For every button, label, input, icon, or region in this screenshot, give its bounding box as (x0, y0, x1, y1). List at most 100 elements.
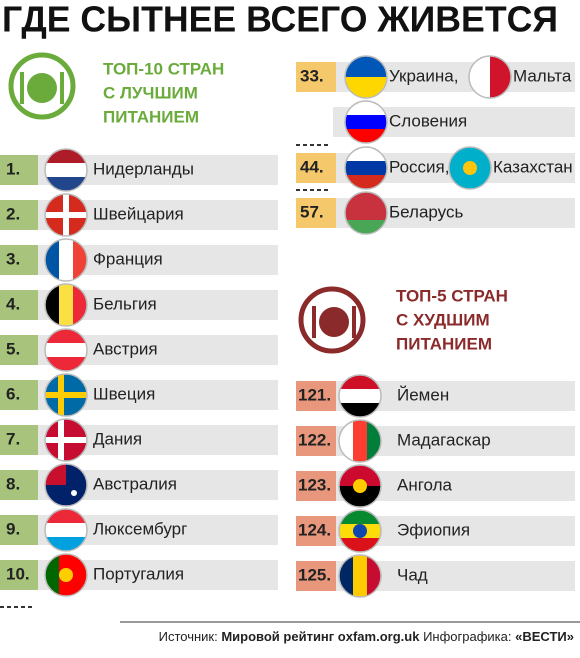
stripe (345, 56, 387, 78)
country: Люксембург (93, 519, 187, 538)
rank-box (296, 561, 336, 591)
flag-ring (44, 148, 88, 192)
stripe (345, 101, 387, 116)
flag (345, 56, 387, 98)
flag-ring (338, 509, 382, 553)
country: Австралия (93, 474, 177, 493)
country: Швейцария (93, 204, 184, 223)
source: Мировой рейтинг oxfam.org.uk (221, 629, 420, 644)
flag-ring (338, 554, 382, 598)
flag (449, 147, 491, 189)
worst-icon (298, 286, 366, 354)
stripe (45, 329, 87, 344)
cross (58, 374, 64, 416)
country: Чад (397, 565, 428, 584)
stripe (345, 147, 387, 162)
stripe (345, 161, 387, 176)
rank: 8. (6, 474, 20, 493)
country: Португалия (93, 564, 184, 583)
flag-ring (344, 191, 388, 235)
rank: 7. (6, 429, 20, 448)
stripe (469, 56, 491, 98)
heading-line: ПИТАНИЕМ (103, 107, 199, 126)
flag-ring (44, 418, 88, 462)
stripe (345, 206, 387, 221)
country: Нидерланды (93, 159, 194, 178)
stripe (353, 555, 368, 597)
country: Мадагаскар (397, 430, 491, 449)
heading-line: С ЛУЧШИМ (103, 83, 198, 102)
rank-box (0, 245, 38, 275)
rank: 33. (300, 66, 324, 85)
source-label: Источник: (159, 629, 218, 644)
flag-ring (44, 238, 88, 282)
rank: 4. (6, 294, 20, 313)
rank-box (296, 471, 336, 501)
flag-ring (468, 55, 512, 99)
heading-line: С ХУДШИМ (396, 310, 490, 329)
best-icon (8, 52, 76, 120)
rank-box (0, 560, 38, 590)
rank-box (296, 62, 336, 92)
rank-box (0, 425, 38, 455)
country: Австрия (93, 339, 158, 358)
rank-box (0, 200, 38, 230)
rank-box (296, 516, 336, 546)
emblem (353, 479, 367, 493)
rank-box (296, 153, 336, 183)
rank-box (296, 381, 336, 411)
stripe (339, 465, 381, 487)
rank-box (0, 155, 38, 185)
title: ГДЕ СЫТНЕЕ ВСЕГО ЖИВЕТСЯ (2, 0, 558, 40)
rank-box (296, 198, 336, 228)
flag-ring (344, 146, 388, 190)
country: Беларусь (389, 202, 463, 221)
flag-ring (44, 283, 88, 327)
flag-ring (338, 464, 382, 508)
flag-ring (344, 100, 388, 144)
stripe (59, 239, 74, 281)
rank-box (0, 380, 38, 410)
country: Мальта (513, 66, 572, 85)
rank-box (296, 426, 336, 456)
stripe (353, 420, 368, 462)
rank: 121. (298, 385, 331, 404)
flag-ring (44, 193, 88, 237)
stripe (345, 192, 387, 207)
flag-ring (44, 553, 88, 597)
country: Эфиопия (397, 520, 470, 539)
emblem (463, 161, 477, 175)
rank: 44. (300, 157, 324, 176)
stripe (45, 163, 87, 178)
flag-ring (44, 328, 88, 372)
rank: 3. (6, 249, 20, 268)
credit: «ВЕСТИ» (515, 629, 574, 644)
rank-box (0, 515, 38, 545)
stripe (45, 343, 87, 358)
country: Казахстан (493, 157, 573, 176)
flag (469, 56, 511, 98)
stripe (345, 115, 387, 130)
cross (45, 392, 87, 398)
rank-box (0, 470, 38, 500)
flag-ring (44, 463, 88, 507)
rank: 57. (300, 202, 324, 221)
country: Швеция (93, 384, 155, 403)
rank-box (0, 290, 38, 320)
flag (45, 194, 87, 236)
rank: 122. (298, 430, 331, 449)
flag-ring (44, 373, 88, 417)
rank-box (0, 335, 38, 365)
flag-ring (338, 374, 382, 418)
flag (339, 465, 381, 507)
heading-line: ТОП-5 СТРАН (396, 286, 508, 305)
country: Словения (389, 111, 467, 130)
rank: 123. (298, 475, 331, 494)
flag-ring (44, 508, 88, 552)
emblem (59, 568, 73, 582)
stripe (339, 486, 381, 507)
rank: 125. (298, 565, 331, 584)
rank: 5. (6, 339, 20, 358)
rank: 6. (6, 384, 20, 403)
